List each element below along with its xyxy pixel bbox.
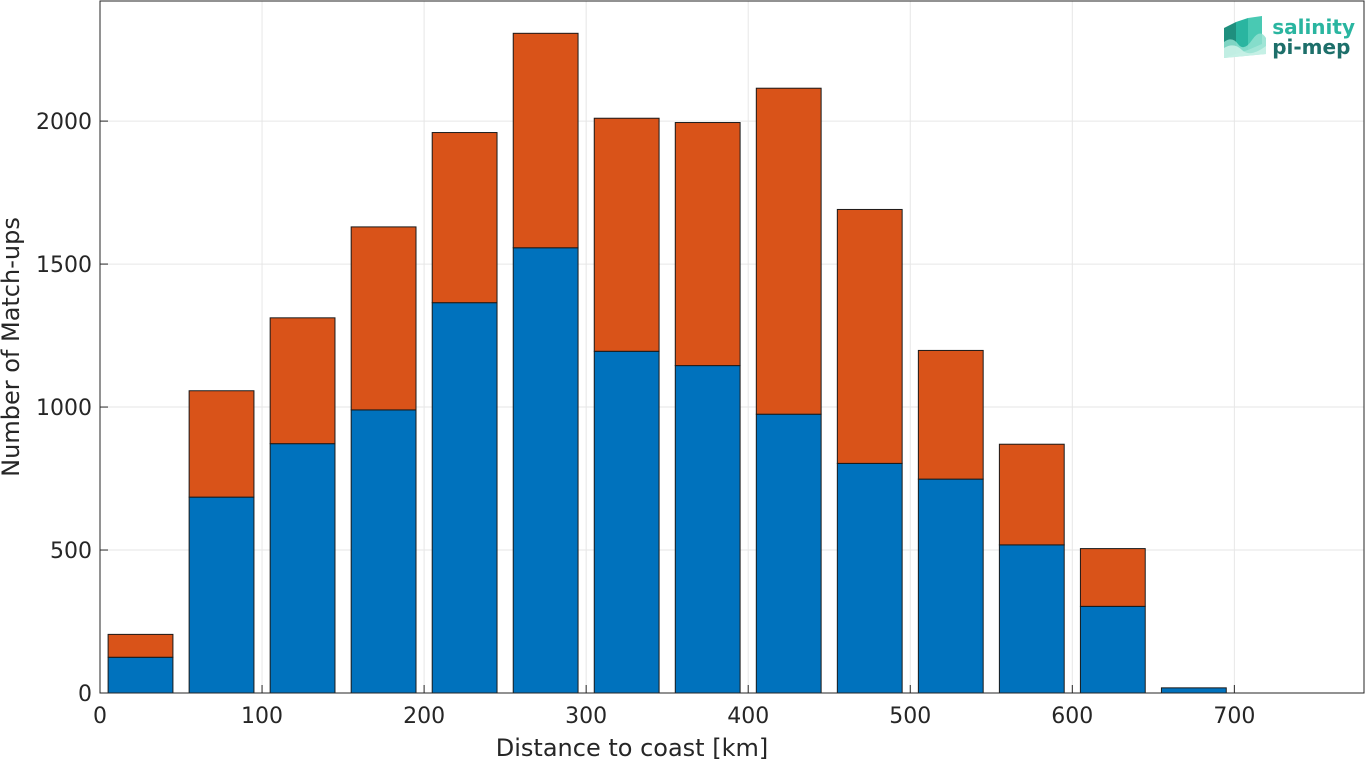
y-tick-label: 2000 (36, 110, 92, 135)
plot-area-frame (99, 0, 1365, 694)
bar-segment-series-1 (1160, 687, 1227, 694)
bar-segment-series-2 (431, 132, 498, 304)
x-tick-label: 100 (241, 704, 283, 729)
bar-segment-series-1 (431, 302, 498, 694)
bar-segment-series-1 (674, 365, 741, 694)
bar-segment-series-1 (917, 478, 984, 694)
x-tick-label: 400 (727, 704, 769, 729)
bar-segment-series-2 (917, 349, 984, 480)
bar-segment-series-1 (350, 409, 417, 694)
x-tick-label: 600 (1051, 704, 1093, 729)
bar-segment-series-2 (107, 633, 174, 658)
bar-segment-series-1 (269, 443, 336, 694)
y-tick-label: 0 (78, 682, 92, 707)
bar-segment-series-2 (188, 390, 255, 498)
x-tick-label: 300 (565, 704, 607, 729)
bar-segment-series-1 (188, 496, 255, 694)
ticks-layer: 0 100 200 300 400 500 600 700 0 500 1000 1500 2000 (36, 110, 1255, 729)
bar-segment-series-1 (107, 656, 174, 694)
logo-text-line1: salinity (1272, 15, 1355, 39)
bar-segment-series-2 (674, 122, 741, 367)
bar-segment-series-1 (755, 413, 822, 694)
bar-segment-series-1 (593, 350, 660, 694)
wave-logo-icon (1224, 16, 1267, 58)
bar-segment-series-2 (836, 208, 903, 464)
y-tick-label: 500 (50, 539, 92, 564)
bar-segment-series-2 (998, 443, 1065, 546)
bar-segment-series-2 (350, 226, 417, 411)
bars-layer (107, 32, 1227, 694)
y-tick-label: 1000 (36, 396, 92, 421)
y-axis-label: Number of Match-ups (0, 217, 25, 477)
x-tick-label: 700 (1213, 704, 1255, 729)
logo-text-line2: pi-mep (1272, 35, 1351, 59)
bar-segment-series-1 (836, 462, 903, 694)
bar-segment-series-1 (512, 247, 579, 694)
x-tick-label: 500 (889, 704, 931, 729)
bar-segment-series-2 (593, 117, 660, 352)
bar-segment-series-2 (269, 317, 336, 445)
bar-segment-series-2 (512, 32, 579, 249)
y-tick-label: 1500 (36, 253, 92, 278)
x-tick-label: 200 (403, 704, 445, 729)
x-tick-label: 0 (93, 704, 107, 729)
bar-segment-series-1 (1079, 605, 1146, 694)
bar-segment-series-2 (755, 87, 822, 415)
bar-segment-series-1 (998, 544, 1065, 694)
bar-segment-series-2 (1079, 548, 1146, 607)
x-axis-label: Distance to coast [km] (496, 734, 768, 761)
salinity-pi-mep-logo: salinity pi-mep (1222, 14, 1355, 60)
